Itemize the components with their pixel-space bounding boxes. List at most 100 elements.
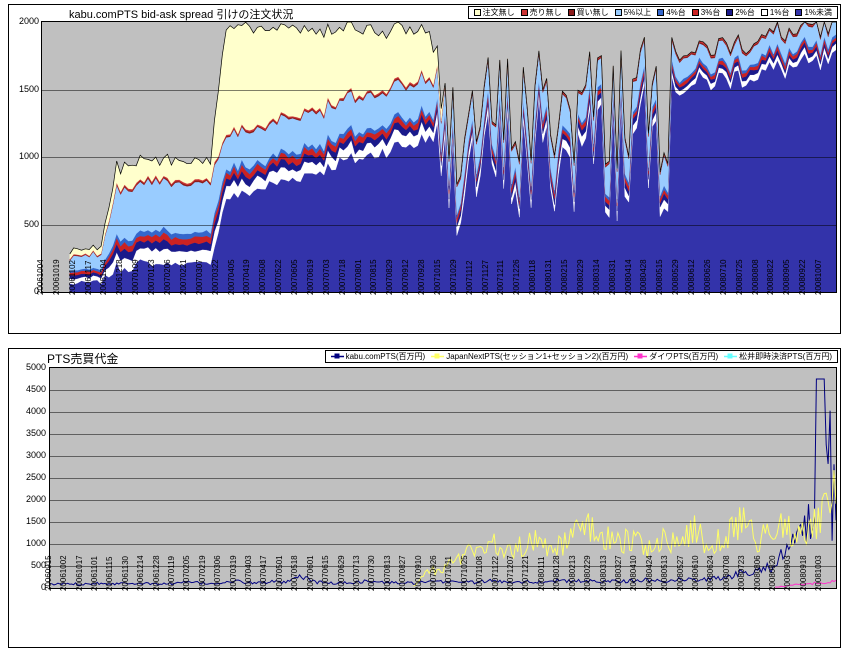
top-chart-legend: 注文無し 売り無し 買い無し 5%以上 4%台 3%台 2%台 1%台 1%未満 [467, 6, 838, 19]
x-axis-tick-label: 20070801 [353, 259, 363, 295]
top-plot-area: 2000 1500 1000 500 0 20061004 20061019 2006110… [9, 16, 842, 334]
legend-item: 1%未満 [795, 7, 832, 18]
legend-item: 5%以上 [614, 7, 652, 18]
x-axis-tick-label: 20061204 [99, 259, 109, 295]
bottom-plot-canvas [49, 367, 837, 589]
gridline [50, 412, 836, 413]
gridline [50, 390, 836, 391]
legend-item: 1%台 [760, 7, 789, 18]
gridline [50, 500, 836, 501]
x-axis-tick-label: 20071211 [496, 260, 506, 295]
gridline [50, 456, 836, 457]
bottom-chart-title: PTS売買代金 [47, 352, 119, 366]
x-axis-tick-label: 20080111 [536, 556, 546, 591]
gridline [50, 566, 836, 567]
x-axis-tick-label: 20070605 [290, 259, 300, 295]
x-axis-tick-label: 20070518 [290, 555, 300, 591]
x-axis-tick-label: 20061228 [151, 555, 161, 591]
x-axis-tick-label: 20070912 [401, 259, 411, 295]
legend-line-swatch [431, 353, 445, 360]
x-axis-tick-label: 20070730 [367, 555, 377, 591]
legend-label: JapanNextPTS(セッション1+セッション2)(百万円) [446, 352, 629, 361]
x-axis-tick-label: 20070205 [182, 555, 192, 591]
x-axis-tick-label: 20070713 [351, 555, 361, 591]
legend-item: 4%台 [657, 7, 686, 18]
x-axis-tick-label: 20080723 [737, 555, 747, 591]
x-axis-tick-label: 20070221 [178, 259, 188, 295]
x-axis-tick-label: 20080808 [750, 259, 760, 295]
x-axis-tick-label: 20071011 [444, 556, 454, 591]
legend-color-swatch [473, 9, 481, 16]
legend-color-swatch [760, 9, 768, 16]
y-axis-tick-label: 500 [30, 560, 46, 570]
y-axis-tick-label: 2000 [25, 494, 46, 504]
x-axis-tick-label: 20080918 [798, 555, 808, 591]
x-axis-tick-label: 20080905 [782, 259, 792, 295]
x-axis-tick-label: 20080118 [528, 260, 538, 295]
top-plot-canvas [41, 21, 837, 293]
legend-item: 注文無し [473, 7, 515, 18]
x-axis-tick-label: 20080527 [675, 555, 685, 591]
x-axis-tick-label: 20070501 [274, 555, 284, 591]
x-axis-tick-label: 20070403 [244, 555, 254, 591]
x-axis-tick-label: 20070206 [162, 259, 172, 295]
x-axis-tick-label: 20061017 [74, 555, 84, 591]
legend-item: 3%台 [691, 7, 720, 18]
x-axis-tick-label: 20080327 [613, 555, 623, 591]
x-axis-tick-label: 20080822 [766, 259, 776, 295]
x-axis-tick-label: 20071221 [521, 555, 531, 591]
x-axis-tick-label: 20060915 [43, 555, 53, 591]
x-axis-tick-label: 20070109 [131, 259, 141, 295]
x-axis-tick-label: 20061117 [83, 260, 93, 295]
legend-label: 注文無し [482, 8, 515, 17]
x-axis-tick-label: 20071207 [506, 555, 516, 591]
x-axis-tick-label: 20080710 [718, 259, 728, 295]
x-axis-tick-label: 20080922 [798, 259, 808, 295]
bottom-chart-panel: PTS売買代金 kabu.comPTS(百万円) JapanNextPTS(セッシ… [8, 348, 841, 648]
legend-label: 1%未満 [804, 8, 832, 17]
x-axis-tick-label: 20070928 [417, 259, 427, 295]
x-axis-tick-label: 20070813 [382, 555, 392, 591]
legend-item: 2%台 [726, 7, 755, 18]
x-axis-tick-label: 20071226 [512, 259, 522, 295]
bottom-plot-area: 5000 4500 4000 3500 3000 2500 2000 1500 1000 500 0… [9, 362, 842, 647]
x-axis-tick-label: 20071127 [480, 260, 490, 295]
legend-label: 5%以上 [623, 8, 652, 17]
x-axis-tick-label: 20080215 [559, 259, 569, 295]
legend-item: 売り無し [520, 7, 562, 18]
x-axis-tick-label: 20070219 [197, 555, 207, 591]
x-axis-tick-label: 20070619 [305, 259, 315, 295]
x-axis-tick-label: 20061214 [136, 555, 146, 591]
gridline [42, 224, 836, 226]
y-axis-tick-label: 4500 [25, 384, 46, 394]
x-axis-tick-label: 20070417 [259, 555, 269, 591]
x-axis-tick-label: 20070910 [413, 555, 423, 591]
x-axis-tick-label: 20080314 [591, 259, 601, 295]
x-axis-tick-label: 20080229 [575, 259, 585, 295]
x-axis-tick-label: 20070829 [385, 259, 395, 295]
legend-item: kabu.comPTS(百万円) [330, 351, 425, 362]
x-axis-tick-label: 20070419 [242, 259, 252, 295]
legend-item: JapanNextPTS(セッション1+セッション2)(百万円) [431, 351, 628, 362]
legend-label: 4%台 [666, 8, 686, 17]
x-axis-tick-label: 20070322 [210, 259, 220, 295]
y-axis-tick-label: 1500 [18, 83, 39, 94]
top-chart-panel: kabu.comPTS bid-ask spread 引けの注文状況 注文無し 売… [8, 4, 841, 334]
legend-color-swatch [614, 9, 622, 16]
x-axis-tick-label: 20061218 [115, 259, 125, 295]
legend-line-swatch [724, 353, 738, 360]
y-axis-tick-label: 2500 [25, 472, 46, 482]
x-axis-tick-label: 20070926 [429, 555, 438, 591]
x-axis-tick-label: 20080424 [644, 555, 654, 591]
x-axis-tick-label: 20080331 [607, 259, 617, 295]
x-axis-tick-label: 20070629 [336, 555, 346, 591]
x-axis-tick-label: 20061002 [59, 555, 69, 591]
x-axis-tick-label: 20070601 [305, 555, 315, 591]
bottom-chart-legend: kabu.comPTS(百万円) JapanNextPTS(セッション1+セッショ… [324, 350, 838, 363]
legend-item: 松井即時決済PTS(百万円) [724, 351, 832, 362]
y-axis-tick-label: 1000 [18, 151, 39, 161]
y-axis-tick-label: 1000 [25, 538, 46, 548]
legend-color-swatch [520, 9, 528, 16]
y-axis-tick-label: 2000 [18, 16, 39, 26]
gridline [50, 478, 836, 479]
